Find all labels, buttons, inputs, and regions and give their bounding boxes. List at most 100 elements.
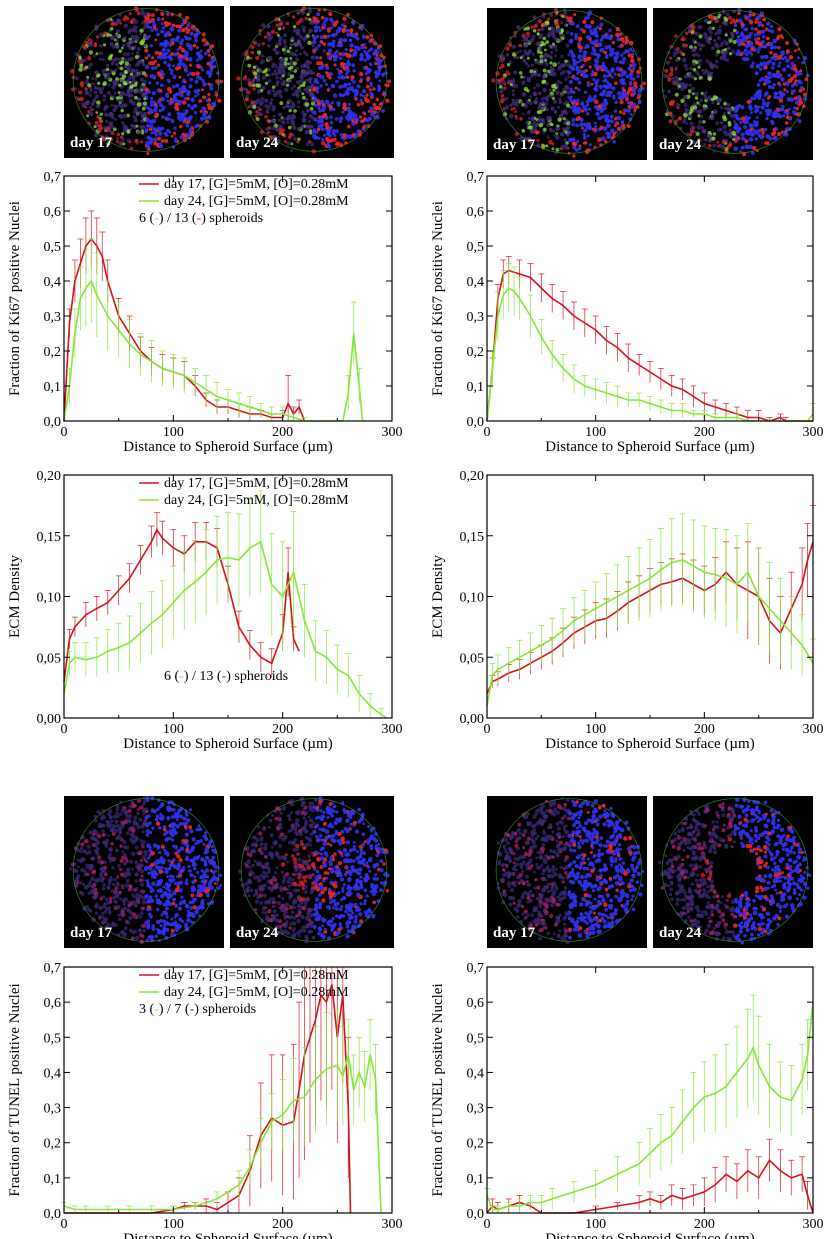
x-tick-label: 200 (694, 722, 715, 737)
micrograph-label: day 17 (493, 925, 536, 941)
x-tick-label: 300 (803, 722, 824, 737)
y-tick-label: 0,7 (44, 170, 62, 185)
x-tick-label: 0 (484, 1217, 491, 1232)
x-tick-label: 200 (272, 1217, 293, 1232)
y-tick-label: 0,6 (44, 205, 62, 220)
y-tick-label: 0,4 (44, 1066, 62, 1081)
y-tick-label: 0,0 (467, 415, 485, 430)
chart-group: 0 100 200 300 0,0 0,1 0,2 0,3 0,4 0,5 0,6 0,7 Distan… (430, 170, 824, 455)
y-tick-label: 0,1 (467, 380, 485, 395)
micrograph-day24: day 24 (230, 6, 394, 158)
x-tick-label: 100 (585, 425, 606, 440)
x-tick-label: 300 (382, 1217, 403, 1232)
micrograph-image (495, 796, 645, 945)
y-axis-label: Fraction of TUNEL positive Nuclei (7, 983, 23, 1196)
series-line (486, 1159, 814, 1214)
panel-ki67-5mM: day 17 day 24 (0, 0, 415, 770)
micrograph-label: day 24 (659, 925, 702, 941)
y-axis-label: Fraction of TUNEL positive Nuclei (430, 983, 446, 1196)
series-line (63, 540, 387, 719)
y-tick-label: 0,5 (467, 1031, 485, 1046)
x-axis-label: Distance to Spheroid Surface (µm) (545, 1231, 754, 1239)
micrograph-image (661, 8, 810, 157)
micrograph-label: day 17 (493, 137, 536, 153)
y-tick-label: 0,0 (44, 415, 62, 430)
chart-group: 0 100 200 300 0,0 0,1 0,2 0,3 0,4 0,5 0,6 0,7 Distan… (430, 961, 824, 1239)
y-tick-label: 0,2 (467, 1137, 485, 1152)
y-tick-label: 0,20 (37, 469, 62, 484)
y-tick-label: 0,7 (467, 170, 485, 185)
y-axis-label: ECM Density (430, 555, 446, 638)
micrograph-pair: day 17 day 24 (487, 796, 817, 948)
x-tick-label: 0 (484, 722, 491, 737)
y-tick-label: 0,1 (44, 1172, 62, 1187)
micrograph-image (491, 8, 646, 158)
y-tick-label: 0,15 (37, 530, 62, 545)
x-tick-label: 200 (272, 425, 293, 440)
x-tick-label: 100 (585, 1217, 606, 1232)
y-tick-label: 0,4 (44, 275, 62, 290)
micrograph-image (70, 6, 224, 155)
spheroid-count-note: 6 (-) / 13 (-) spheroids (139, 211, 263, 226)
chart-group: 0 100 200 300 0,00 0,05 0,10 0,15 0,20 Distance t… (7, 469, 403, 752)
micrograph-day17: day 17 (487, 796, 647, 948)
x-tick-label: 100 (585, 722, 606, 737)
micrograph-label: day 17 (70, 135, 113, 151)
chart-group: 0 100 200 300 0,0 0,1 0,2 0,3 0,4 0,5 0,6 0,7 Distan… (7, 170, 403, 455)
series-line (63, 528, 300, 682)
micrograph-pair: day 17 day 24 (487, 8, 817, 160)
micrograph-day17: day 17 (64, 6, 224, 158)
x-tick-label: 100 (163, 722, 184, 737)
x-tick-label: 300 (803, 425, 824, 440)
y-tick-label: 0,3 (44, 1102, 62, 1117)
micrograph-pair: day 17 day 24 (64, 796, 394, 948)
y-tick-label: 0,10 (460, 591, 485, 606)
micrograph-label: day 17 (70, 925, 113, 941)
micrograph-day17: day 17 (487, 8, 647, 160)
y-axis-label: Fraction of Ki67 positive Nuclei (7, 201, 23, 396)
panel-tunel-25mM: day 17 day 24 (415, 792, 830, 1239)
x-tick-label: 200 (694, 425, 715, 440)
x-tick-label: 300 (382, 722, 403, 737)
y-tick-label: 0,7 (467, 961, 485, 976)
legend-label: day 24, [G]=5mM, [O]=0.28mM (164, 985, 349, 1000)
x-tick-label: 0 (61, 1217, 68, 1232)
x-tick-label: 200 (272, 722, 293, 737)
y-tick-label: 0,1 (44, 380, 62, 395)
y-tick-label: 0,5 (467, 240, 485, 255)
micrograph-label: day 24 (236, 925, 279, 941)
y-tick-label: 0,15 (460, 530, 485, 545)
legend-label: day 17, [G]=5mM, [O]=0.28mM (164, 968, 349, 983)
legend: day 17, [G]=5mM, [O]=0.28mM day 24, [G]=5… (139, 177, 349, 209)
micrograph-day24: day 24 (653, 8, 813, 160)
legend: day 17, [G]=5mM, [O]=0.28mM day 24, [G]=5… (139, 476, 349, 508)
x-axis-label: Distance to Spheroid Surface (µm) (545, 736, 754, 752)
spheroid-count-note: 6 (-) / 13 (-) spheroids (164, 669, 288, 684)
legend-label: day 24, [G]=5mM, [O]=0.28mM (164, 194, 349, 209)
micrograph-label: day 24 (236, 135, 279, 151)
x-axis-label: Distance to Spheroid Surface (µm) (123, 1231, 332, 1239)
y-tick-label: 0,2 (44, 345, 62, 360)
series-line (486, 269, 813, 422)
y-tick-label: 0,5 (44, 1031, 62, 1046)
series-line (486, 559, 814, 707)
y-tick-label: 0,1 (467, 1172, 485, 1187)
series-line (486, 1002, 814, 1211)
y-tick-label: 0,4 (467, 1066, 485, 1081)
x-tick-label: 0 (484, 425, 491, 440)
micrograph-image (68, 796, 223, 944)
x-tick-label: 300 (382, 425, 403, 440)
x-tick-label: 0 (61, 722, 68, 737)
y-tick-label: 0,0 (44, 1207, 62, 1222)
micrograph-pair: day 17 day 24 (64, 6, 394, 158)
x-axis-label: Distance to Spheroid Surface (µm) (123, 439, 332, 455)
micrograph-image (236, 6, 391, 154)
legend-label: day 17, [G]=5mM, [O]=0.28mM (164, 476, 349, 491)
y-tick-label: 0,2 (467, 345, 485, 360)
panel-ki67-25mM: day 17 day 24 (415, 0, 830, 770)
y-tick-label: 0,2 (44, 1137, 62, 1152)
